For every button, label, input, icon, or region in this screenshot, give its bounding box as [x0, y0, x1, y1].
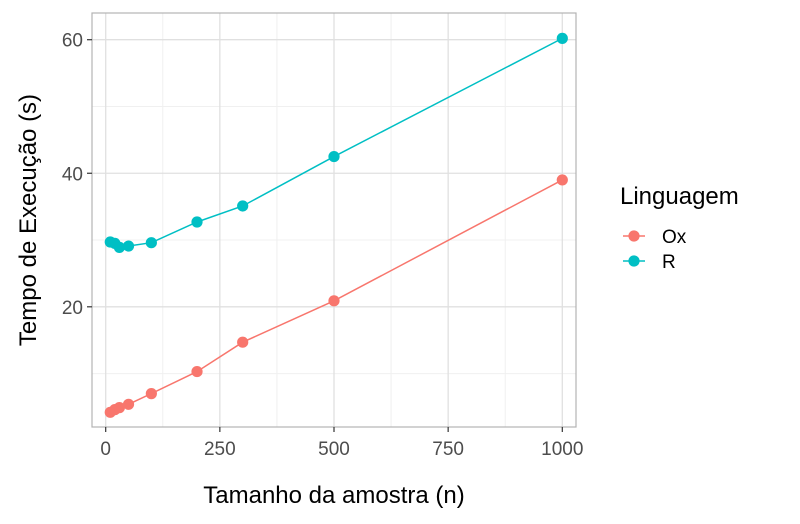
legend-label: Ox	[662, 227, 687, 248]
legend-label: R	[662, 252, 676, 273]
data-point-r	[122, 240, 135, 252]
y-axis-title: Tempo de Execução (s)	[15, 94, 42, 346]
legend-title: Linguagem	[620, 183, 739, 210]
legend: Linguagem Ox R	[620, 183, 739, 273]
data-point-ox	[122, 398, 135, 410]
legend-items: Ox R	[623, 227, 687, 273]
x-tick-label: 500	[318, 439, 350, 460]
x-tick-label: 250	[204, 439, 236, 460]
legend-key-point	[628, 230, 640, 242]
data-point-r	[113, 241, 125, 253]
data-point-r	[237, 200, 249, 212]
x-axis-title: Tamanho da amostra (n)	[203, 482, 464, 509]
legend-item-r: R	[623, 252, 676, 273]
x-tick-label: 750	[432, 439, 464, 460]
y-tick-label: 60	[62, 31, 83, 52]
series-r	[104, 32, 568, 253]
y-tick-label: 40	[62, 164, 83, 185]
series-ox	[104, 174, 568, 418]
data-point-ox	[556, 174, 568, 186]
data-point-ox	[113, 402, 125, 414]
data-point-r	[145, 237, 157, 249]
series-layer	[104, 32, 568, 418]
y-axis-ticks: 20 40 60	[62, 31, 92, 319]
x-axis-ticks: 0 250 500 750 1000	[100, 427, 583, 460]
data-point-ox	[328, 295, 340, 307]
y-tick-label: 20	[62, 298, 83, 319]
data-point-r	[328, 150, 340, 163]
data-point-r	[191, 216, 203, 228]
x-tick-label: 0	[100, 439, 111, 460]
legend-item-ox: Ox	[623, 227, 687, 248]
data-point-ox	[237, 336, 249, 348]
data-point-r	[556, 32, 568, 44]
data-point-ox	[145, 388, 157, 400]
major-gridlines	[92, 13, 576, 427]
legend-key-point	[628, 255, 640, 267]
x-tick-label: 1000	[541, 439, 583, 460]
data-point-ox	[191, 365, 203, 378]
